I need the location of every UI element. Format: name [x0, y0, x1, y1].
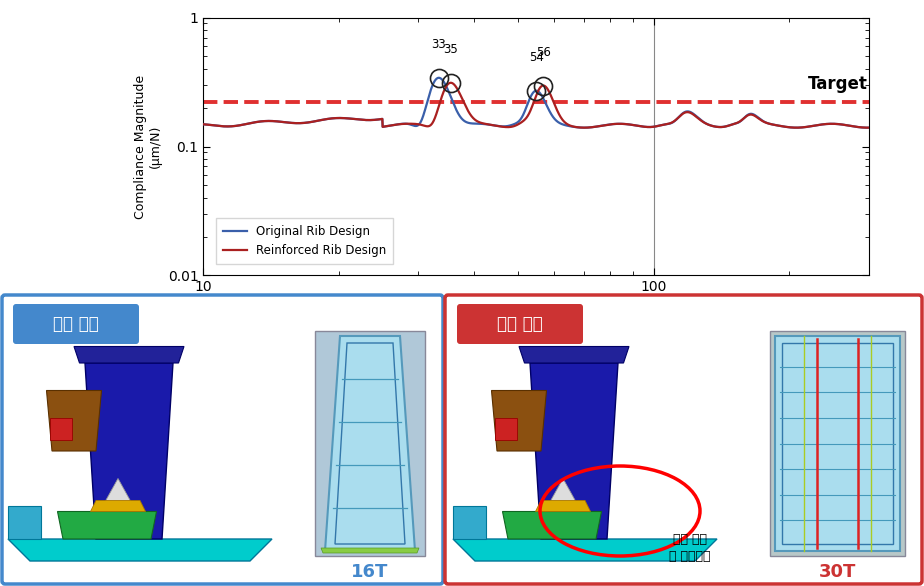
Polygon shape — [494, 418, 517, 440]
Polygon shape — [50, 418, 72, 440]
Text: 30T: 30T — [820, 563, 857, 581]
Text: 56: 56 — [536, 46, 551, 59]
Text: 35: 35 — [444, 43, 458, 56]
Polygon shape — [536, 500, 590, 512]
Original Rib Design — [521, 102, 532, 109]
FancyBboxPatch shape — [445, 295, 922, 584]
Original Rib Design — [863, 124, 874, 131]
Polygon shape — [74, 346, 184, 363]
Polygon shape — [325, 336, 415, 551]
Polygon shape — [85, 363, 173, 539]
Polygon shape — [546, 479, 579, 508]
FancyBboxPatch shape — [770, 331, 905, 556]
Polygon shape — [453, 539, 717, 561]
Reinforced Rib Design — [863, 124, 874, 131]
Y-axis label: Compliance Magnitude
(μm/N): Compliance Magnitude (μm/N) — [134, 74, 162, 219]
Polygon shape — [492, 390, 546, 451]
Original Rib Design — [722, 122, 733, 130]
Line: Original Rib Design: Original Rib Design — [203, 78, 869, 128]
Original Rib Design — [198, 121, 209, 128]
Polygon shape — [8, 539, 272, 561]
Polygon shape — [503, 512, 602, 539]
Original Rib Design — [791, 124, 802, 131]
FancyBboxPatch shape — [315, 331, 425, 556]
Original Rib Design — [232, 122, 243, 129]
Text: 33: 33 — [432, 39, 446, 52]
Original Rib Design — [504, 122, 515, 129]
Reinforced Rib Design — [845, 122, 856, 130]
Reinforced Rib Design — [232, 122, 243, 129]
FancyBboxPatch shape — [2, 295, 443, 584]
Reinforced Rib Design — [198, 121, 209, 128]
Reinforced Rib Design — [521, 113, 532, 120]
X-axis label: Frequency (Hz): Frequency (Hz) — [471, 300, 601, 315]
Polygon shape — [321, 548, 419, 553]
Original Rib Design — [845, 122, 856, 130]
Line: Reinforced Rib Design: Reinforced Rib Design — [203, 83, 869, 128]
Polygon shape — [57, 512, 156, 539]
Reinforced Rib Design — [844, 122, 855, 130]
Legend: Original Rib Design, Reinforced Rib Design: Original Rib Design, Reinforced Rib Desi… — [216, 219, 394, 264]
Reinforced Rib Design — [504, 124, 515, 131]
Polygon shape — [91, 500, 145, 512]
Reinforced Rib Design — [722, 122, 733, 130]
Polygon shape — [519, 346, 629, 363]
Reinforced Rib Design — [791, 124, 802, 131]
Text: 54: 54 — [529, 52, 544, 64]
Original Rib Design — [433, 74, 444, 81]
Polygon shape — [46, 390, 102, 451]
Polygon shape — [530, 363, 618, 539]
Text: 16T: 16T — [351, 563, 389, 581]
Original Rib Design — [844, 122, 855, 130]
Polygon shape — [775, 336, 900, 551]
Polygon shape — [453, 506, 486, 539]
Polygon shape — [8, 506, 41, 539]
Text: 초기 설계: 초기 설계 — [53, 315, 99, 333]
Text: 개선 설계: 개선 설계 — [497, 315, 543, 333]
Text: Target: Target — [808, 75, 868, 93]
Reinforced Rib Design — [445, 79, 456, 86]
FancyBboxPatch shape — [13, 304, 139, 344]
Polygon shape — [102, 479, 135, 508]
Text: 리브 추가
및 두께변경: 리브 추가 및 두께변경 — [669, 533, 711, 563]
FancyBboxPatch shape — [457, 304, 583, 344]
